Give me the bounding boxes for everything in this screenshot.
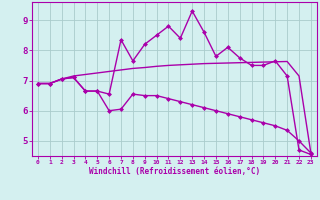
X-axis label: Windchill (Refroidissement éolien,°C): Windchill (Refroidissement éolien,°C) (89, 167, 260, 176)
